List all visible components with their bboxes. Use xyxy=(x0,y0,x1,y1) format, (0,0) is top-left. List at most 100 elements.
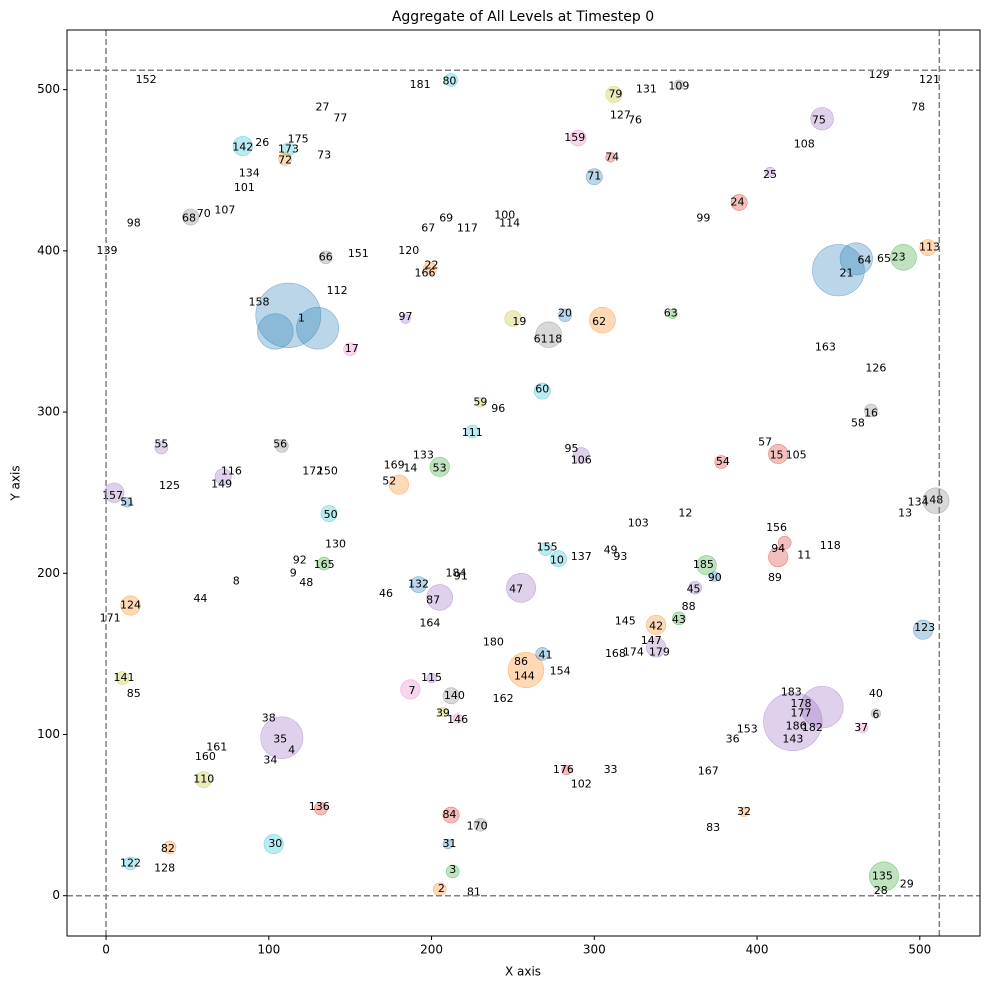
cluster-label: 46 xyxy=(379,587,393,600)
cluster-label: 121 xyxy=(919,73,940,86)
cluster-blob xyxy=(768,444,789,464)
cluster-label: 97 xyxy=(399,310,413,323)
cluster-blob xyxy=(442,687,460,705)
cluster-blob xyxy=(473,818,488,832)
cluster-label: 124 xyxy=(120,599,141,612)
cluster-label: 16 xyxy=(864,407,878,420)
cluster-blob xyxy=(890,244,917,271)
cluster-label: 157 xyxy=(102,489,123,502)
cluster-label: 126 xyxy=(865,362,886,375)
cluster-label: 134 xyxy=(239,166,260,179)
cluster-blob xyxy=(730,194,748,211)
cluster-label: 6 xyxy=(872,708,879,721)
cluster-blob xyxy=(646,637,667,658)
cluster-blob xyxy=(533,382,551,400)
cluster-label: 1 xyxy=(298,312,305,325)
cluster-label: 33 xyxy=(604,763,618,776)
cluster-label: 184 xyxy=(445,566,466,579)
cluster-label: 95 xyxy=(565,442,579,455)
cluster-label: 136 xyxy=(309,800,330,813)
cluster-label: 85 xyxy=(127,687,141,700)
x-tick-label: 400 xyxy=(746,943,769,957)
cluster-blob xyxy=(452,713,463,724)
cluster-label: 54 xyxy=(716,455,730,468)
cluster-blob xyxy=(585,168,603,186)
cluster-label: 130 xyxy=(325,537,346,550)
cluster-label: 131 xyxy=(636,83,657,96)
cluster-label: 166 xyxy=(415,266,436,279)
cluster-blob xyxy=(296,306,340,350)
cluster-blob xyxy=(195,771,213,788)
cluster-label: 19 xyxy=(512,315,526,328)
cluster-label: 94 xyxy=(771,542,785,555)
cluster-blob xyxy=(870,708,882,719)
cluster-label: 83 xyxy=(706,821,720,834)
cluster-label: 161 xyxy=(206,740,227,753)
cluster-blob xyxy=(162,840,177,855)
x-tick-label: 200 xyxy=(420,943,443,957)
cluster-label: 34 xyxy=(263,753,277,766)
cluster-blob xyxy=(919,239,937,256)
cluster-label: 13 xyxy=(898,507,912,520)
cluster-blob xyxy=(864,403,878,418)
cluster-label: 43 xyxy=(672,613,686,626)
cluster-label: 181 xyxy=(410,78,431,91)
cluster-blob xyxy=(429,456,450,477)
cluster-label: 74 xyxy=(605,150,619,163)
cluster-blob xyxy=(764,166,776,178)
cluster-blob xyxy=(738,806,750,818)
cluster-blob xyxy=(442,806,460,824)
cluster-blob xyxy=(605,152,616,163)
cluster-label: 75 xyxy=(812,113,826,126)
cluster-label: 72 xyxy=(278,154,292,167)
cluster-blob xyxy=(714,455,729,469)
cluster-blob xyxy=(426,672,437,684)
cluster-label: 8 xyxy=(233,574,240,587)
cluster-label: 26 xyxy=(255,136,269,149)
cluster-label: 111 xyxy=(462,426,483,439)
cluster-label: 183 xyxy=(781,686,802,699)
cluster-label: 118 xyxy=(820,539,841,552)
cluster-label: 160 xyxy=(195,750,216,763)
cluster-blob xyxy=(569,129,587,147)
cluster-label: 51 xyxy=(120,495,134,508)
cluster-label: 139 xyxy=(97,244,118,257)
cluster-label: 73 xyxy=(317,149,331,162)
cluster-label: 64 xyxy=(857,254,871,267)
cluster-blob xyxy=(709,571,720,582)
cluster-blob xyxy=(538,542,553,556)
cluster-label: 182 xyxy=(802,721,823,734)
cluster-label: 116 xyxy=(221,465,242,478)
cluster-label: 100 xyxy=(494,208,515,221)
cluster-blob xyxy=(320,505,338,522)
cluster-blob xyxy=(232,136,253,157)
cluster-label: 89 xyxy=(768,571,782,584)
cluster-label: 2 xyxy=(438,882,445,895)
cluster-label: 47 xyxy=(509,582,523,595)
cluster-blob xyxy=(442,838,454,850)
cluster-label: 7 xyxy=(409,684,416,697)
cluster-label: 3 xyxy=(449,863,456,876)
cluster-label: 67 xyxy=(421,221,435,234)
cluster-blob xyxy=(445,864,460,879)
x-tick-label: 100 xyxy=(257,943,280,957)
cluster-label: 60 xyxy=(535,382,549,395)
cluster-blob xyxy=(260,716,304,759)
cluster-label: 70 xyxy=(197,207,211,220)
cluster-label: 156 xyxy=(766,521,787,534)
cluster-label: 99 xyxy=(696,212,710,225)
cluster-label: 134 xyxy=(908,495,929,508)
cluster-label: 22 xyxy=(425,258,439,271)
cluster-label: 128 xyxy=(154,861,175,874)
cluster-label: 178 xyxy=(790,697,811,710)
cluster-label: 50 xyxy=(324,508,338,521)
cluster-label: 150 xyxy=(317,465,338,478)
cluster-label: 35 xyxy=(273,732,287,745)
cluster-label: 115 xyxy=(421,671,442,684)
cluster-label: 144 xyxy=(514,669,535,682)
cluster-label: 145 xyxy=(615,615,636,628)
cluster-label: 68 xyxy=(182,212,196,225)
cluster-label: 42 xyxy=(649,619,663,632)
cluster-label: 146 xyxy=(447,713,468,726)
cluster-label: 86 xyxy=(514,655,528,668)
